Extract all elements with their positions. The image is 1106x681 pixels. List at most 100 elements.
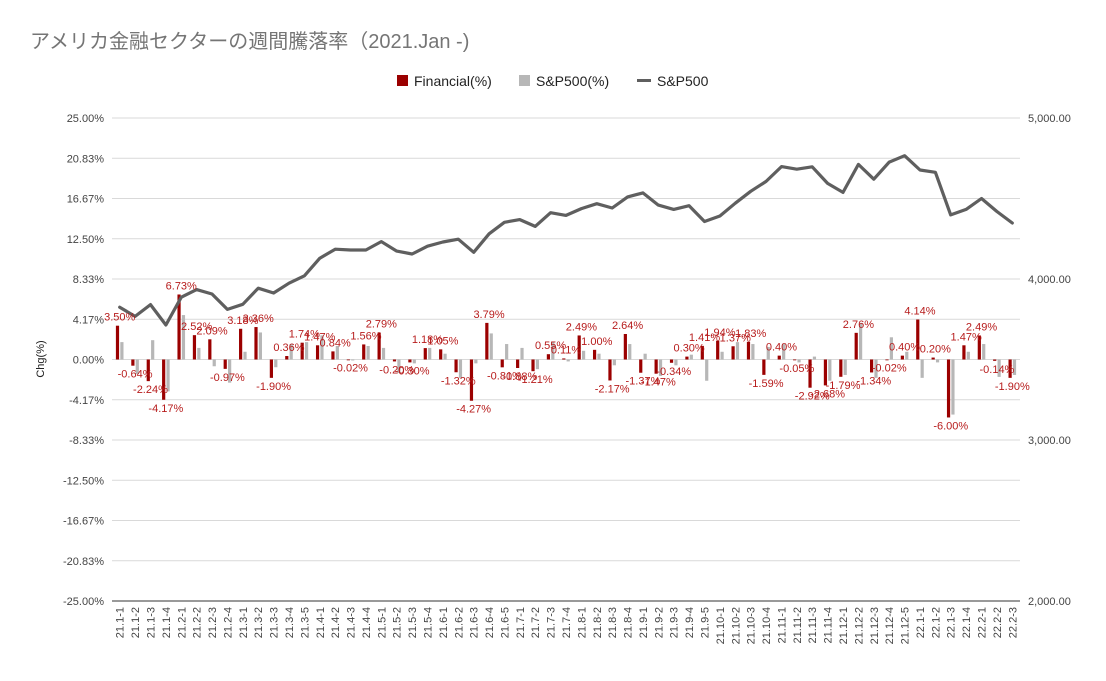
x-tick-label: 21.2-3 — [207, 607, 219, 638]
data-label: 2.49% — [966, 321, 997, 333]
y-tick-label: 8.33% — [73, 274, 104, 286]
x-tick-label: 21.11-2 — [792, 607, 804, 644]
bar-financial — [254, 327, 258, 360]
data-label: 3.50% — [104, 312, 135, 324]
bar-sp500-pct — [335, 345, 339, 360]
x-tick-label: 21.6-5 — [499, 607, 511, 638]
data-label: 1.41% — [689, 332, 720, 344]
data-label: -6.00% — [933, 420, 968, 432]
x-tick-label: 21.10-1 — [715, 607, 727, 644]
data-label: -0.64% — [118, 369, 153, 381]
bar-sp500-pct — [812, 356, 817, 360]
bar-financial — [439, 349, 443, 360]
bar-financial — [469, 359, 474, 401]
x-tick-label: 21.12-1 — [838, 607, 850, 644]
bar-sp500-pct — [720, 351, 724, 360]
chart-title: アメリカ金融セクターの週間騰落率（2021.Jan -) — [30, 30, 469, 53]
bar-sp500-pct — [797, 359, 801, 363]
x-tick-label: 21.8-2 — [592, 607, 604, 638]
bar-financial — [131, 359, 135, 366]
x-tick-label: 21.5-2 — [392, 607, 404, 638]
bar-sp500-pct — [997, 359, 1001, 377]
bar-sp500-pct — [351, 359, 355, 361]
bar-sp500-pct — [228, 359, 232, 383]
data-label: 0.11% — [551, 344, 582, 356]
y2-axis-ticks: 5,000.00 4,000.00 3,000.00 2,000.00 — [1028, 113, 1071, 608]
x-tick-label: 21.7-1 — [515, 607, 527, 638]
y-tick-label: 16.67% — [67, 194, 105, 206]
y2-tick-label: 2,000.00 — [1028, 596, 1071, 608]
bar-sp500-pct — [243, 351, 247, 360]
bar-financial — [192, 335, 197, 360]
x-tick-label: 21.1-3 — [146, 607, 158, 638]
x-tick-label: 22.1-3 — [946, 607, 958, 638]
gridlines — [112, 117, 1020, 602]
bar-sp500-pct — [597, 353, 601, 360]
bar-sp500-pct — [443, 353, 447, 360]
bar-sp500-pct — [535, 359, 540, 370]
bar-financial — [854, 332, 858, 360]
x-tick-label: 21.2-1 — [176, 607, 188, 638]
x-tick-label: 22.1-1 — [915, 607, 927, 638]
x-tick-label: 22.2-1 — [977, 607, 989, 638]
data-label: -4.17% — [148, 403, 183, 415]
bar-sp500-pct — [274, 359, 278, 368]
bar-sp500-pct — [458, 359, 463, 378]
bar-financial — [731, 346, 735, 360]
data-label: 3.79% — [473, 309, 504, 321]
bar-financial — [239, 328, 243, 360]
x-tick-label: 21.3-3 — [269, 607, 281, 638]
data-label: 2.09% — [196, 325, 227, 337]
bar-financial — [1008, 359, 1012, 378]
bar-sp500-pct — [397, 359, 401, 374]
bar-financial — [777, 355, 781, 360]
bar-sp500-pct — [412, 359, 416, 364]
y-tick-label: 20.83% — [67, 153, 105, 165]
x-tick-label: 21.9-4 — [684, 607, 696, 638]
bar-sp500-pct — [920, 359, 924, 378]
bar-financial — [639, 359, 643, 373]
x-tick-label: 21.10-4 — [761, 607, 773, 644]
bar-financial — [115, 325, 120, 360]
data-label: -0.97% — [210, 372, 245, 384]
data-label: -1.47% — [641, 377, 676, 389]
y-tick-label: -16.67% — [63, 516, 104, 528]
x-tick-label: 21.3-1 — [238, 607, 250, 638]
y-tick-label: -12.50% — [63, 475, 104, 487]
x-tick-label: 21.11-4 — [823, 607, 835, 644]
legend-label-sp500-pct: S&P500(%) — [536, 73, 609, 89]
bar-sp500-pct — [181, 315, 186, 360]
bar-sp500-pct — [151, 340, 155, 360]
data-label: 1.37% — [720, 332, 751, 344]
data-label: 6.73% — [166, 280, 197, 292]
bar-sp500-pct — [982, 344, 986, 360]
data-labels: 3.50% -0.64% -2.24% -4.17% 6.73% 2.52%2.09% -0… — [104, 280, 1030, 432]
bar-sp500-pct — [751, 344, 755, 360]
bar-financial — [793, 359, 797, 361]
bar-series — [115, 294, 1017, 418]
x-axis-ticks: 21.1-1 21.1-2 21.1-3 21.1-4 21.2-1 21.2-2 21.2… — [115, 607, 1020, 644]
data-label: 1.74% — [289, 329, 320, 341]
y-tick-label: 12.50% — [67, 234, 105, 246]
data-label: -0.34% — [656, 366, 691, 378]
x-tick-label: 21.6-2 — [453, 607, 465, 638]
x-tick-label: 21.6-3 — [469, 607, 481, 638]
bar-sp500-pct — [874, 359, 878, 378]
y2-tick-label: 3,000.00 — [1028, 435, 1071, 447]
x-tick-label: 21.9-5 — [700, 607, 712, 638]
x-tick-label: 21.9-3 — [669, 607, 681, 638]
bar-financial — [716, 340, 720, 360]
bar-sp500-pct — [859, 322, 863, 360]
bar-sp500-pct — [951, 359, 955, 415]
data-label: -2.24% — [133, 384, 168, 396]
bar-financial — [208, 339, 212, 360]
bar-sp500-pct — [674, 359, 678, 366]
bar-financial — [669, 359, 674, 363]
x-tick-label: 21.7-2 — [530, 607, 542, 638]
bar-financial — [346, 359, 350, 361]
bar-financial — [392, 359, 397, 362]
bar-sp500-pct — [289, 344, 293, 360]
bar-sp500-pct — [966, 351, 970, 360]
bar-sp500-pct — [304, 342, 309, 360]
bar-sp500-pct — [135, 359, 139, 374]
